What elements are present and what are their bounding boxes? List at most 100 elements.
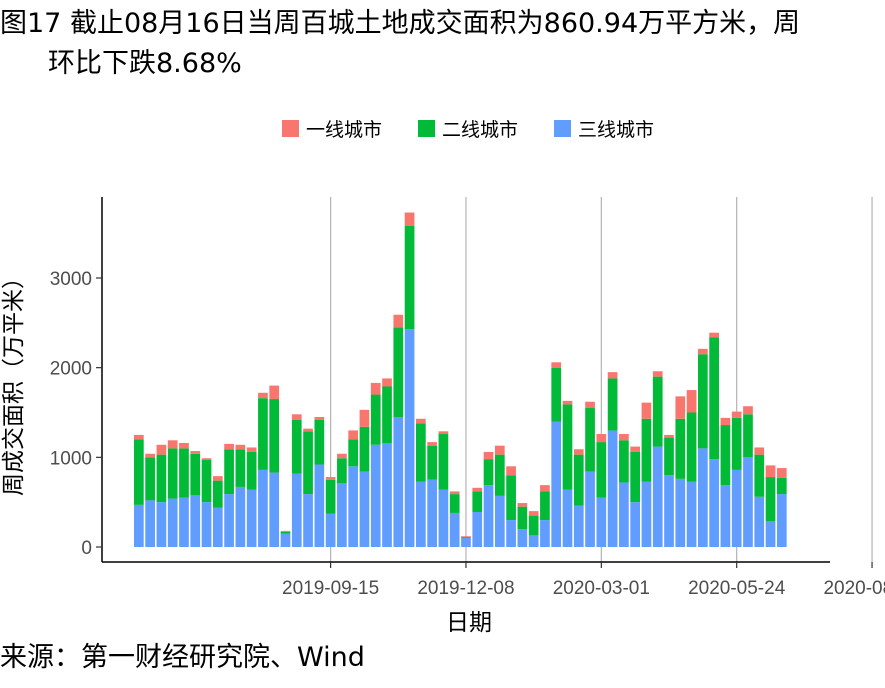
bar-segment bbox=[235, 486, 246, 547]
bar-segment bbox=[731, 411, 742, 418]
bar-segment bbox=[619, 440, 629, 483]
bar-segment bbox=[675, 396, 686, 419]
bar-segment bbox=[224, 494, 234, 547]
bar-segment bbox=[337, 458, 347, 484]
y-tick-label: 0 bbox=[81, 538, 92, 559]
y-tick-label: 3000 bbox=[50, 269, 92, 290]
bar-segment bbox=[303, 494, 313, 547]
bar-segment bbox=[258, 392, 268, 399]
bar-segment bbox=[382, 442, 392, 547]
bar-segment bbox=[348, 466, 359, 547]
bar-segment bbox=[506, 520, 516, 547]
bar-segment bbox=[314, 416, 325, 420]
bar-segment bbox=[370, 394, 381, 445]
x-tick-label: 2020-05-24 bbox=[688, 578, 786, 599]
bar-segment bbox=[134, 439, 144, 505]
bar-segment bbox=[427, 479, 437, 547]
bar-segment bbox=[641, 418, 652, 482]
bar-segment bbox=[291, 473, 302, 547]
bar-segment bbox=[641, 402, 652, 419]
bar-segment bbox=[404, 212, 415, 226]
bar-segment bbox=[382, 378, 392, 387]
y-axis-title: 周成交面积（万平米） bbox=[1, 266, 27, 496]
bar-segment bbox=[720, 425, 731, 486]
bar-segment bbox=[551, 367, 562, 422]
bar-segment bbox=[585, 401, 595, 409]
bar-segment bbox=[776, 494, 787, 547]
bar-segment bbox=[190, 451, 201, 454]
bar-segment bbox=[145, 500, 155, 547]
bar-segment bbox=[698, 448, 708, 547]
bar-segment bbox=[540, 485, 550, 492]
x-tick-label: 2019-12-08 bbox=[417, 578, 514, 599]
x-tick-label: 2019-09-15 bbox=[282, 578, 379, 599]
bar-segment bbox=[743, 457, 753, 547]
bar-segment bbox=[438, 431, 449, 435]
bar-segment bbox=[156, 444, 167, 455]
bar-segment bbox=[720, 485, 731, 547]
bar-segment bbox=[698, 354, 708, 449]
x-tick-label: 2020-03-01 bbox=[553, 578, 650, 599]
bar-segment bbox=[562, 400, 573, 405]
bar-segment bbox=[562, 489, 573, 547]
bar-segment bbox=[494, 495, 505, 547]
bar-segment bbox=[517, 529, 528, 547]
bar-segment bbox=[573, 454, 584, 506]
bar-segment bbox=[190, 494, 201, 547]
bar-segment bbox=[686, 390, 697, 413]
bar-segment bbox=[494, 454, 505, 496]
bar-segment bbox=[449, 512, 460, 547]
bar-segment bbox=[427, 445, 437, 480]
bar-segment bbox=[325, 477, 336, 480]
bar-segment bbox=[280, 530, 291, 532]
bar-segment bbox=[664, 434, 674, 438]
bar-segment bbox=[348, 430, 359, 440]
bar-segment bbox=[540, 491, 550, 521]
bar-segment bbox=[551, 362, 562, 368]
x-tick-label: 2020-08-16 bbox=[823, 578, 885, 599]
bar-segment bbox=[765, 465, 776, 478]
caption-line-1: 图17 截止08月16日当周百城土地成交面积为860.94万平方米，周 bbox=[0, 8, 801, 39]
bar-segment bbox=[269, 399, 280, 473]
bar-segment bbox=[743, 414, 753, 458]
bar-segment bbox=[698, 348, 708, 355]
bar-segment bbox=[325, 513, 336, 547]
bar-segment bbox=[754, 447, 765, 455]
bar-segment bbox=[359, 471, 370, 547]
legend-swatch bbox=[418, 120, 435, 137]
bar-segment bbox=[607, 372, 618, 379]
bar-segment bbox=[246, 451, 257, 490]
bar-segment bbox=[179, 448, 189, 498]
bar-segment bbox=[303, 428, 313, 432]
bar-segment bbox=[686, 481, 697, 547]
bar-segment bbox=[393, 416, 404, 547]
bar-segment bbox=[709, 337, 719, 460]
bar-segment bbox=[573, 505, 584, 547]
legend-swatch bbox=[554, 120, 571, 137]
bar-segment bbox=[212, 507, 223, 547]
bar-segment bbox=[472, 512, 483, 547]
bar-segment bbox=[269, 472, 280, 547]
bar-segment bbox=[291, 419, 302, 474]
bar-segment bbox=[134, 434, 144, 440]
bar-segment bbox=[337, 453, 347, 459]
bar-segment bbox=[709, 459, 719, 547]
bar-segment bbox=[416, 423, 426, 482]
x-axis-title: 日期 bbox=[446, 610, 492, 636]
bar-segment bbox=[134, 504, 144, 547]
bar-segment bbox=[551, 421, 562, 547]
bar-segment bbox=[573, 449, 584, 455]
bar-segment bbox=[359, 426, 370, 472]
bar-segment bbox=[258, 469, 268, 547]
bar-segment bbox=[562, 404, 573, 490]
bar-segment bbox=[596, 434, 607, 443]
y-tick-label: 1000 bbox=[50, 448, 92, 469]
chart-axes: 0 1000 2000 3000 2019-09-15 2019-12-08 2020-03… bbox=[50, 197, 885, 599]
y-tick-label: 2000 bbox=[50, 359, 92, 380]
bar-segment bbox=[404, 225, 415, 330]
bar-segment bbox=[754, 496, 765, 547]
bar-segment bbox=[393, 314, 404, 328]
chart-legend: 一线城市 二线城市 三线城市 bbox=[282, 119, 654, 141]
bar-segment bbox=[314, 464, 325, 547]
